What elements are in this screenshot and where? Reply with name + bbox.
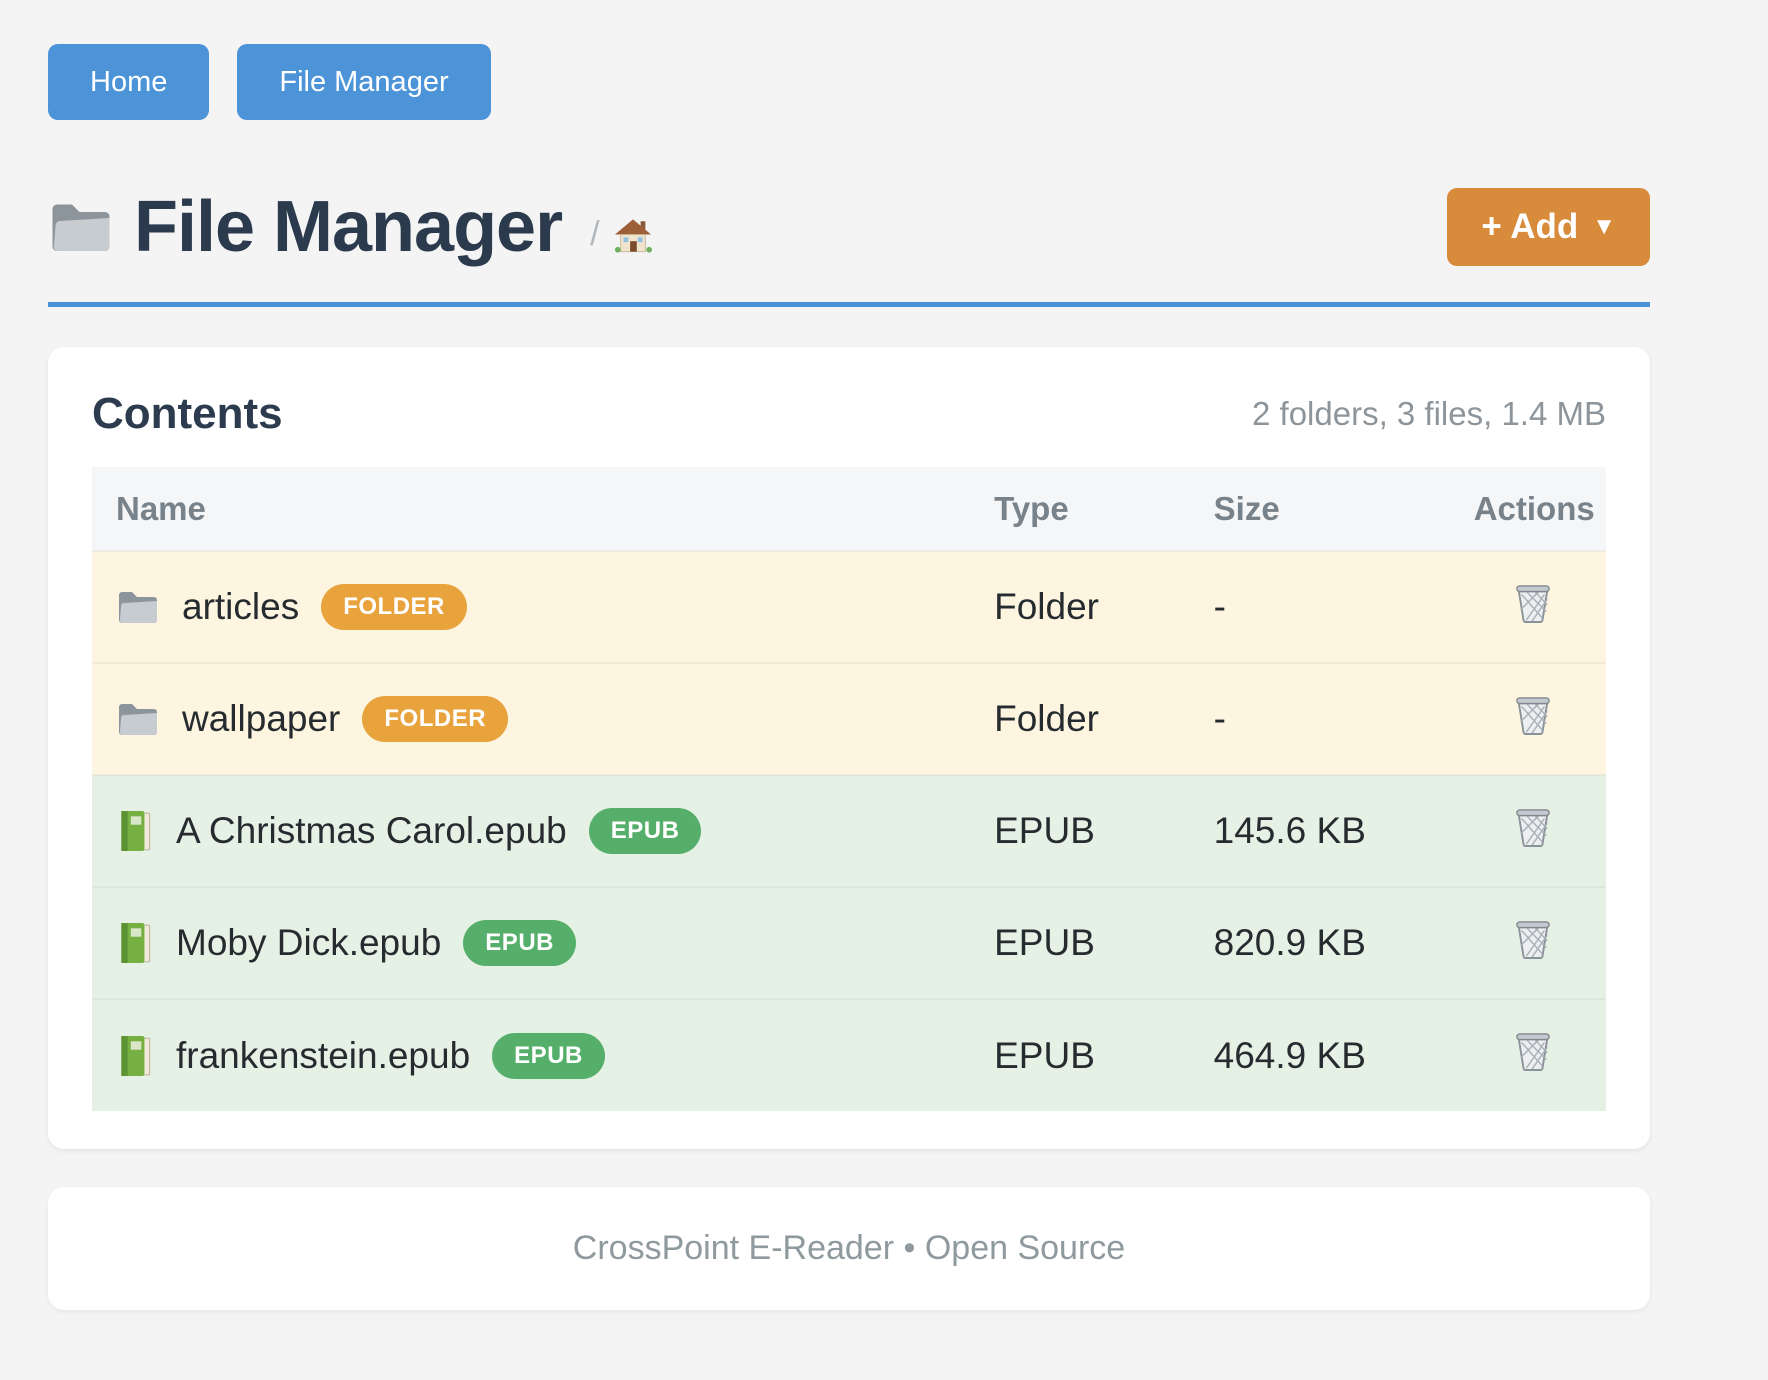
book-icon <box>116 810 154 852</box>
book-icon <box>116 922 154 964</box>
book-icon <box>116 1035 154 1077</box>
table-row[interactable]: frankenstein.epub EPUB EPUB 464.9 KB <box>92 999 1606 1111</box>
table-row[interactable]: wallpaper FOLDER Folder - <box>92 663 1606 775</box>
name-cell: frankenstein.epub EPUB <box>116 1033 970 1079</box>
size-cell: - <box>1190 551 1470 663</box>
folder-icon <box>48 198 114 256</box>
column-header-name: Name <box>92 467 970 551</box>
trash-icon <box>1514 582 1552 624</box>
nav-home-button[interactable]: Home <box>48 44 209 120</box>
name-cell: articles FOLDER <box>116 584 970 630</box>
column-header-size: Size <box>1190 467 1470 551</box>
delete-button[interactable] <box>1514 694 1552 736</box>
type-badge: FOLDER <box>362 696 508 742</box>
caret-down-icon: ▼ <box>1592 213 1616 241</box>
contents-heading: Contents <box>92 389 283 439</box>
column-header-actions: Actions <box>1470 467 1606 551</box>
breadcrumb-separator: / <box>590 215 599 254</box>
type-badge: EPUB <box>463 920 576 966</box>
type-cell: Folder <box>970 551 1190 663</box>
folder-icon <box>116 587 160 627</box>
trash-icon <box>1514 806 1552 848</box>
trash-icon <box>1514 1030 1552 1072</box>
file-name[interactable]: articles <box>182 586 299 628</box>
table-row[interactable]: A Christmas Carol.epub EPUB EPUB 145.6 K… <box>92 775 1606 887</box>
nav-file-manager-button[interactable]: File Manager <box>237 44 490 120</box>
title-group: File Manager / <box>48 186 652 268</box>
page-title: File Manager <box>134 186 562 268</box>
type-cell: EPUB <box>970 999 1190 1111</box>
type-cell: Folder <box>970 663 1190 775</box>
name-cell: A Christmas Carol.epub EPUB <box>116 808 970 854</box>
delete-button[interactable] <box>1514 806 1552 848</box>
size-cell: 145.6 KB <box>1190 775 1470 887</box>
size-cell: - <box>1190 663 1470 775</box>
type-badge: EPUB <box>589 808 702 854</box>
trash-icon <box>1514 694 1552 736</box>
type-cell: EPUB <box>970 775 1190 887</box>
add-button-label: + Add <box>1481 207 1578 247</box>
delete-button[interactable] <box>1514 1030 1552 1072</box>
file-name[interactable]: Moby Dick.epub <box>176 922 441 964</box>
file-table: Name Type Size Actions <box>92 467 1606 1111</box>
table-header-row: Name Type Size Actions <box>92 467 1606 551</box>
accent-divider <box>48 302 1650 307</box>
name-cell: Moby Dick.epub EPUB <box>116 920 970 966</box>
delete-button[interactable] <box>1514 582 1552 624</box>
column-header-type: Type <box>970 467 1190 551</box>
footer-text: CrossPoint E-Reader • Open Source <box>573 1229 1125 1267</box>
add-button[interactable]: + Add ▼ <box>1447 188 1650 266</box>
size-cell: 464.9 KB <box>1190 999 1470 1111</box>
name-cell: wallpaper FOLDER <box>116 696 970 742</box>
folder-icon <box>116 699 160 739</box>
type-badge: EPUB <box>492 1033 605 1079</box>
size-cell: 820.9 KB <box>1190 887 1470 999</box>
contents-card-header: Contents 2 folders, 3 files, 1.4 MB <box>92 389 1606 439</box>
type-cell: EPUB <box>970 887 1190 999</box>
page-container: Home File Manager File Manager / + Add <box>48 0 1650 1310</box>
table-row[interactable]: Moby Dick.epub EPUB EPUB 820.9 KB <box>92 887 1606 999</box>
top-nav: Home File Manager <box>48 44 1650 120</box>
page-header: File Manager / + Add ▼ <box>48 186 1650 268</box>
table-row[interactable]: articles FOLDER Folder - <box>92 551 1606 663</box>
file-name[interactable]: wallpaper <box>182 698 340 740</box>
file-name[interactable]: frankenstein.epub <box>176 1035 470 1077</box>
trash-icon <box>1514 918 1552 960</box>
footer: CrossPoint E-Reader • Open Source <box>48 1187 1650 1310</box>
file-name[interactable]: A Christmas Carol.epub <box>176 810 567 852</box>
home-icon[interactable] <box>614 218 652 253</box>
table-body: articles FOLDER Folder - <box>92 551 1606 1111</box>
contents-summary: 2 folders, 3 files, 1.4 MB <box>1252 395 1606 433</box>
contents-card: Contents 2 folders, 3 files, 1.4 MB Name… <box>48 347 1650 1149</box>
delete-button[interactable] <box>1514 918 1552 960</box>
type-badge: FOLDER <box>321 584 467 630</box>
